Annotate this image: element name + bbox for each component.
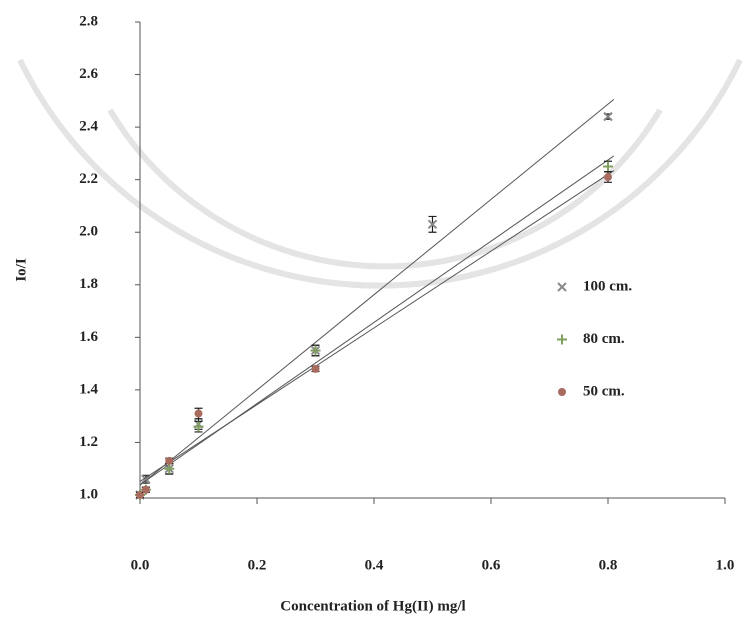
trend-line [140, 156, 614, 485]
legend-label: 100 cm. [583, 278, 632, 294]
y-tick-label: 2.2 [79, 171, 98, 187]
legend-marker [558, 388, 566, 396]
chart: Io/I Concentration of Hg(II) mg/l 1.0 1.2… [0, 0, 746, 618]
y-tick-label: 2.8 [79, 13, 98, 29]
x-tick-label: 0.4 [365, 557, 384, 573]
x-tick-label: 0.6 [482, 557, 501, 573]
point [312, 365, 320, 373]
y-tick-label: 1.4 [79, 381, 98, 397]
y-tick-label: 1.8 [79, 276, 98, 292]
x-tick-label: 0.8 [599, 557, 618, 573]
trend-line [140, 99, 614, 485]
y-axis-title: Io/I [13, 258, 29, 282]
x-axis-title: Concentration of Hg(II) mg/l [280, 598, 465, 614]
point [604, 173, 612, 181]
point [142, 486, 150, 494]
x-tick-label: 0.0 [131, 557, 150, 573]
x-tick-label: 1.0 [716, 557, 735, 573]
point [165, 457, 173, 465]
legend-label: 50 cm. [583, 383, 625, 399]
point [195, 410, 203, 418]
x-tick-label: 0.2 [248, 557, 267, 573]
y-tick-label: 1.2 [79, 434, 98, 450]
y-tick-label: 2.6 [79, 66, 98, 82]
legend-label: 80 cm. [583, 331, 625, 347]
y-tick-label: 2.0 [79, 224, 98, 240]
legend-marker [558, 283, 566, 291]
point [194, 422, 204, 432]
legend-marker [557, 335, 567, 345]
watermark [20, 60, 740, 286]
y-tick-label: 1.0 [79, 486, 98, 502]
y-tick-label: 2.4 [79, 119, 98, 135]
y-tick-label: 1.6 [79, 329, 98, 345]
